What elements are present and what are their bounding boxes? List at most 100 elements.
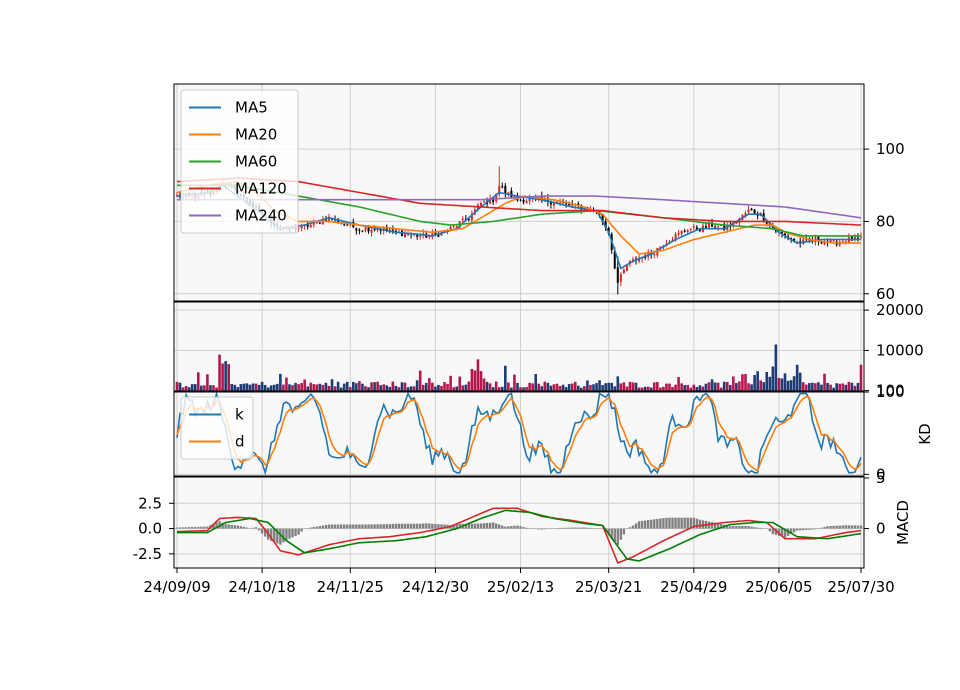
volume-bar — [844, 384, 848, 391]
macd-histogram-bar — [689, 517, 692, 529]
candle-body — [823, 241, 826, 245]
price-legend-box — [180, 89, 299, 234]
candle-body — [616, 267, 619, 283]
volume-bar — [595, 383, 598, 391]
volume-bar — [747, 383, 750, 391]
macd-histogram-bar — [181, 527, 185, 529]
candle-body — [711, 222, 714, 227]
volume-bar — [616, 376, 620, 391]
macd-histogram-bar — [811, 528, 814, 530]
macd-histogram-bar — [814, 528, 817, 530]
kd-legend-box — [180, 396, 254, 460]
candle-body — [714, 226, 717, 228]
macd-histogram-bar — [425, 523, 428, 529]
volume-bar — [394, 385, 398, 391]
macd-histogram-bar — [561, 527, 565, 529]
volume-bar — [789, 380, 793, 391]
macd-histogram-bar — [236, 525, 239, 529]
volume-bar — [665, 383, 668, 391]
volume-bar — [440, 385, 443, 391]
candle-body — [540, 195, 543, 200]
candle-body — [708, 223, 710, 228]
volume-bar — [756, 371, 759, 391]
macd-histogram-bar — [510, 526, 513, 529]
volume-bar — [406, 387, 410, 391]
macd-histogram-bar — [294, 528, 297, 536]
volume-bar — [649, 387, 653, 391]
macd-histogram-bar — [333, 524, 337, 529]
candle-body — [604, 221, 607, 228]
macd-right-tick-label: 5 — [876, 469, 886, 487]
macd-histogram-bar — [428, 523, 431, 529]
volume-panel-frame — [173, 301, 865, 392]
macd-histogram-bar — [656, 518, 659, 529]
macd-histogram-bar — [771, 528, 775, 534]
volume-bar — [671, 386, 674, 391]
candle-body — [832, 240, 835, 242]
candle-body — [677, 232, 680, 235]
macd-histogram-bar — [789, 528, 793, 535]
macd-histogram-bar — [455, 523, 458, 529]
macd-histogram-bar — [394, 523, 398, 529]
macd-histogram-bar — [343, 524, 346, 529]
price-tick-label: 60 — [876, 285, 895, 303]
candle-body — [385, 226, 388, 231]
macd-histogram-bar — [175, 527, 179, 529]
volume-bar — [269, 385, 273, 391]
volume-bar — [522, 387, 525, 391]
macd-histogram-bar — [194, 526, 197, 529]
macd-histogram-bar — [841, 525, 844, 529]
macd-histogram-bar — [361, 524, 364, 529]
volume-bar — [683, 385, 686, 391]
volume-bar — [291, 385, 294, 391]
volume-bar — [792, 376, 796, 391]
candle-body — [744, 213, 747, 216]
volume-bar — [181, 387, 185, 391]
candle-body — [613, 251, 616, 269]
macd-right-tick-label: 0 — [876, 520, 886, 538]
macd-histogram-bar — [458, 523, 461, 529]
x-tick-label: 25/06/05 — [745, 578, 812, 596]
volume-bar — [193, 384, 197, 391]
macd-dif-line — [176, 507, 862, 564]
macd-histogram-bar — [683, 517, 686, 529]
macd-histogram-bar — [799, 528, 802, 531]
macd-histogram-bar — [832, 525, 835, 529]
volume-bar — [710, 379, 714, 391]
volume-bar — [589, 384, 592, 391]
volume-bar — [853, 385, 857, 391]
volume-bar — [491, 387, 495, 391]
volume-bar — [628, 381, 632, 391]
volume-bar — [576, 385, 580, 391]
volume-bar — [713, 382, 717, 391]
macd-histogram-bar — [534, 528, 537, 530]
macd-histogram-bar — [668, 517, 671, 529]
candle-body — [619, 274, 622, 282]
macd-histogram-bar — [665, 517, 668, 529]
macd-histogram-bar — [279, 528, 282, 545]
macd-histogram-bar — [777, 528, 781, 536]
macd-histogram-bar — [291, 528, 294, 538]
volume-bar — [345, 381, 349, 391]
volume-bar — [656, 381, 659, 391]
volume-bar — [561, 384, 565, 391]
macd-histogram-bar — [713, 522, 717, 529]
volume-bar — [485, 381, 489, 391]
kd-panel-background — [174, 392, 864, 476]
volume-bar — [798, 372, 802, 391]
volume-bar — [248, 384, 252, 391]
macd-histogram-bar — [306, 528, 309, 529]
macd-histogram-bar — [856, 525, 860, 529]
volume-bar — [348, 387, 352, 391]
macd-left-tick-label: 2.5 — [138, 494, 162, 512]
candle-body — [559, 202, 562, 204]
volume-bar — [482, 378, 486, 391]
volume-bar — [659, 387, 662, 391]
candle-body — [507, 192, 510, 194]
volume-bar — [634, 382, 638, 391]
candle-body — [470, 213, 473, 221]
volume-bar — [306, 386, 310, 391]
macd-histogram-bar — [312, 527, 315, 529]
macd-histogram-bar — [823, 526, 826, 529]
macd-histogram-bar — [203, 526, 206, 529]
